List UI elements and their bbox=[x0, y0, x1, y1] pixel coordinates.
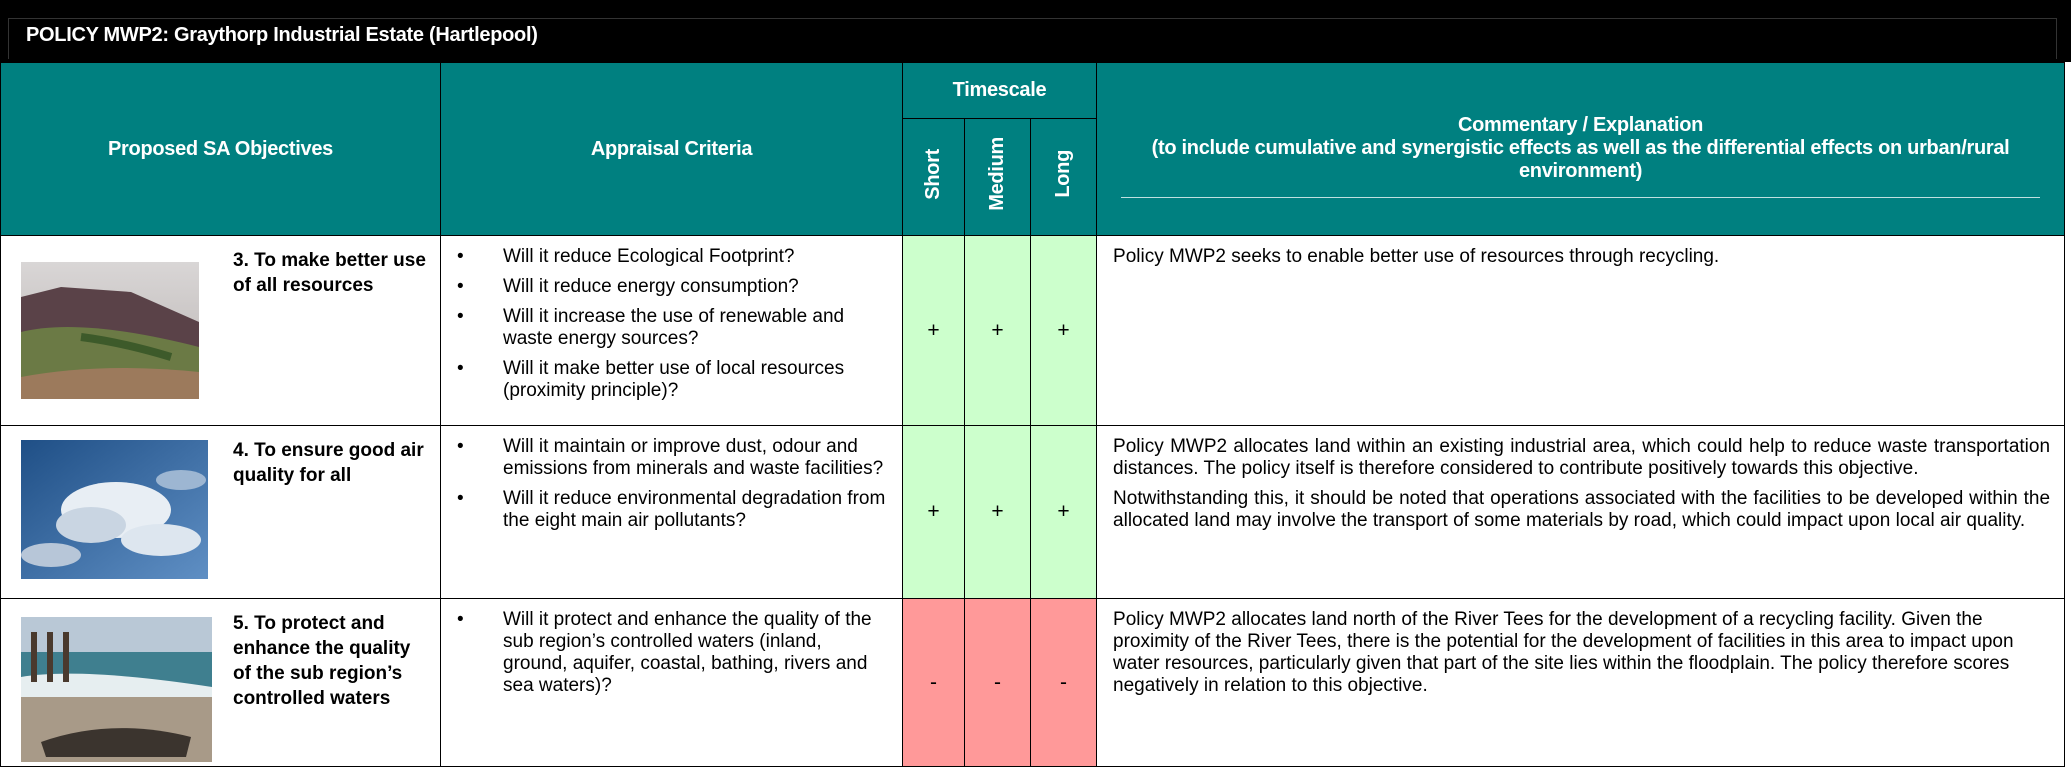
long-label: Long bbox=[1052, 150, 1075, 198]
medium-label: Medium bbox=[986, 137, 1008, 211]
photo bbox=[21, 617, 212, 762]
header-row: Proposed SA Objectives Appraisal Criteri… bbox=[0, 62, 2066, 236]
appraisal-table: Proposed SA Objectives Appraisal Criteri… bbox=[0, 62, 2066, 767]
commentary-cell: Policy MWP2 seeks to enable better use o… bbox=[1096, 235, 2066, 426]
commentary: Notwithstanding this, it should be noted… bbox=[1113, 488, 2051, 531]
column-header: Proposed SA Objectives bbox=[0, 62, 441, 236]
commentary-header: Commentary / Explanation (to include cum… bbox=[1096, 62, 2066, 236]
score-medium: + bbox=[964, 235, 1031, 426]
column-header: Short bbox=[902, 118, 965, 236]
criterion: Will it maintain or improve dust, odour … bbox=[441, 436, 888, 480]
commentary-cell: Policy MWP2 allocates land north of the … bbox=[1096, 598, 2066, 767]
score-short: + bbox=[902, 235, 965, 426]
rule bbox=[1121, 197, 2040, 198]
objective-cell: 4. To ensure good air quality for all bbox=[0, 425, 441, 599]
score-medium: - bbox=[964, 598, 1031, 767]
column-subheader: (to include cumulative and synergistic e… bbox=[1151, 137, 2010, 182]
criterion: Will it make better use of local resourc… bbox=[441, 358, 888, 402]
criteria-list: Will it maintain or improve dust, odour … bbox=[441, 426, 902, 532]
score-medium: + bbox=[964, 425, 1031, 599]
column-header: Commentary / Explanation bbox=[1457, 114, 1704, 136]
column-header: Timescale bbox=[901, 62, 1098, 119]
commentary-cell: Policy MWP2 allocates land within an exi… bbox=[1096, 425, 2066, 599]
column-header: Long bbox=[1029, 118, 1098, 236]
title-bar: POLICY MWP2: Graythorp Industrial Estate… bbox=[0, 0, 2071, 62]
score-short: - bbox=[902, 598, 965, 767]
criterion: Will it reduce Ecological Footprint? bbox=[441, 246, 888, 268]
row: 5. To protect and enhance the quality of… bbox=[0, 598, 2066, 767]
header-row: Short Medium Long bbox=[1, 118, 2065, 236]
criteria-cell: Will it maintain or improve dust, odour … bbox=[440, 425, 903, 599]
criterion: Will it increase the use of renewable an… bbox=[441, 306, 888, 350]
criteria-cell: Will it reduce Ecological Footprint? Wil… bbox=[440, 235, 903, 426]
title: POLICY MWP2: Graythorp Industrial Estate… bbox=[26, 24, 538, 46]
criteria-list: Will it protect and enhance the quality … bbox=[441, 599, 902, 697]
objective: 3. To make better use of all resources bbox=[233, 250, 426, 296]
score-long: - bbox=[1029, 598, 1098, 767]
short-label: Short bbox=[922, 148, 944, 200]
objective-cell: 3. To make better use of all resources bbox=[0, 235, 441, 426]
commentary: Policy MWP2 allocates land within an exi… bbox=[1113, 436, 2051, 479]
criterion: Will it protect and enhance the quality … bbox=[441, 609, 888, 697]
objective-cell: 5. To protect and enhance the quality of… bbox=[0, 598, 441, 767]
column-header: Appraisal Criteria bbox=[440, 62, 903, 236]
row: 4. To ensure good air quality for all Wi… bbox=[0, 425, 2066, 599]
column-header: Medium bbox=[964, 118, 1031, 236]
score-long: + bbox=[1029, 425, 1098, 599]
criterion: Will it reduce environmental degradation… bbox=[441, 488, 888, 532]
commentary: Policy MWP2 allocates land north of the … bbox=[1113, 609, 2014, 696]
photo bbox=[21, 262, 199, 399]
score-long: + bbox=[1029, 235, 1098, 426]
criteria-cell: Will it protect and enhance the quality … bbox=[440, 598, 903, 767]
score-short: + bbox=[902, 425, 965, 599]
title-frame bbox=[8, 18, 2057, 59]
criterion: Will it reduce energy consumption? bbox=[441, 276, 888, 298]
commentary: Policy MWP2 seeks to enable better use o… bbox=[1113, 246, 1720, 267]
criteria-list: Will it reduce Ecological Footprint? Wil… bbox=[441, 236, 902, 402]
photo bbox=[21, 440, 208, 579]
row: 3. To make better use of all resources W… bbox=[0, 235, 2066, 426]
objective: 4. To ensure good air quality for all bbox=[233, 440, 424, 486]
objective: 5. To protect and enhance the quality of… bbox=[233, 613, 411, 709]
